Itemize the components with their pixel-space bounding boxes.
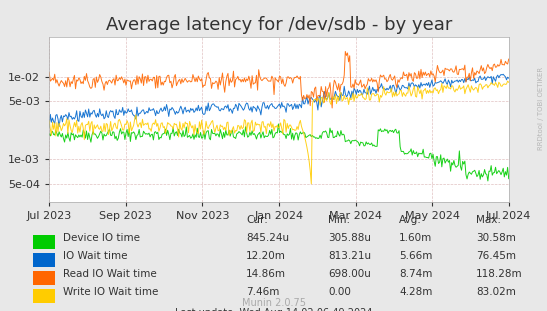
Text: Read IO Wait time: Read IO Wait time xyxy=(63,269,156,279)
Text: 845.24u: 845.24u xyxy=(246,233,289,243)
Text: 76.45m: 76.45m xyxy=(476,251,516,261)
Text: 118.28m: 118.28m xyxy=(476,269,522,279)
Text: 30.58m: 30.58m xyxy=(476,233,516,243)
Y-axis label: seconds: seconds xyxy=(0,97,3,142)
Title: Average latency for /dev/sdb - by year: Average latency for /dev/sdb - by year xyxy=(106,16,452,35)
Text: Min:: Min: xyxy=(328,216,350,225)
Bar xyxy=(33,289,55,303)
Text: Cur:: Cur: xyxy=(246,216,268,225)
Text: Munin 2.0.75: Munin 2.0.75 xyxy=(241,298,306,308)
Text: 698.00u: 698.00u xyxy=(328,269,371,279)
Text: 0.00: 0.00 xyxy=(328,287,351,297)
Text: Avg:: Avg: xyxy=(399,216,422,225)
Text: 83.02m: 83.02m xyxy=(476,287,516,297)
Text: 813.21u: 813.21u xyxy=(328,251,371,261)
Text: 7.46m: 7.46m xyxy=(246,287,280,297)
Bar xyxy=(33,271,55,285)
Text: RRDtool / TOBI OETIKER: RRDtool / TOBI OETIKER xyxy=(538,67,544,151)
Text: IO Wait time: IO Wait time xyxy=(63,251,127,261)
Text: 1.60m: 1.60m xyxy=(399,233,433,243)
Text: 5.66m: 5.66m xyxy=(399,251,433,261)
Text: Write IO Wait time: Write IO Wait time xyxy=(63,287,158,297)
Text: 305.88u: 305.88u xyxy=(328,233,371,243)
Text: Max:: Max: xyxy=(476,216,501,225)
Text: 12.20m: 12.20m xyxy=(246,251,286,261)
Text: 8.74m: 8.74m xyxy=(399,269,433,279)
Bar xyxy=(33,235,55,249)
Text: 4.28m: 4.28m xyxy=(399,287,433,297)
Text: 14.86m: 14.86m xyxy=(246,269,286,279)
Text: Last update: Wed Aug 14 02:06:49 2024: Last update: Wed Aug 14 02:06:49 2024 xyxy=(174,308,373,311)
Bar xyxy=(33,253,55,267)
Text: Device IO time: Device IO time xyxy=(63,233,140,243)
